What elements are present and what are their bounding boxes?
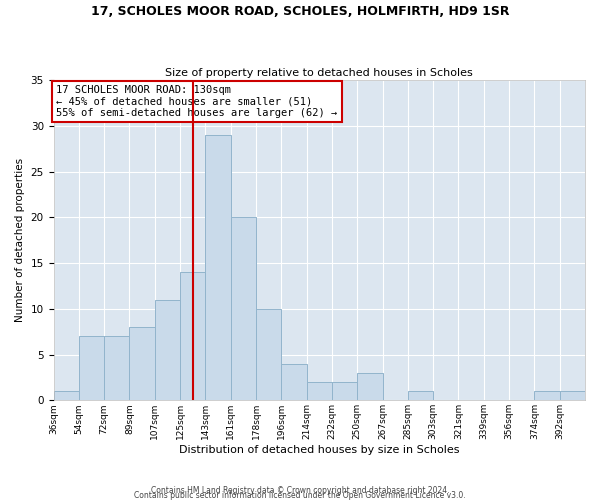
Bar: [79, 336, 104, 400]
Bar: [180, 272, 205, 400]
Bar: [307, 382, 332, 400]
Bar: [230, 218, 256, 400]
Text: 17, SCHOLES MOOR ROAD, SCHOLES, HOLMFIRTH, HD9 1SR: 17, SCHOLES MOOR ROAD, SCHOLES, HOLMFIRT…: [91, 5, 509, 18]
Bar: [130, 327, 155, 400]
Bar: [53, 391, 79, 400]
Text: Contains HM Land Registry data © Crown copyright and database right 2024.: Contains HM Land Registry data © Crown c…: [151, 486, 449, 495]
Bar: [332, 382, 357, 400]
Bar: [205, 135, 230, 400]
Text: Contains public sector information licensed under the Open Government Licence v3: Contains public sector information licen…: [134, 491, 466, 500]
Bar: [408, 391, 433, 400]
Bar: [155, 300, 180, 400]
Bar: [357, 373, 383, 400]
Bar: [535, 391, 560, 400]
Bar: [104, 336, 130, 400]
Title: Size of property relative to detached houses in Scholes: Size of property relative to detached ho…: [166, 68, 473, 78]
Bar: [560, 391, 585, 400]
Y-axis label: Number of detached properties: Number of detached properties: [15, 158, 25, 322]
X-axis label: Distribution of detached houses by size in Scholes: Distribution of detached houses by size …: [179, 445, 460, 455]
Text: 17 SCHOLES MOOR ROAD: 130sqm
← 45% of detached houses are smaller (51)
55% of se: 17 SCHOLES MOOR ROAD: 130sqm ← 45% of de…: [56, 85, 337, 118]
Bar: [256, 309, 281, 400]
Bar: [281, 364, 307, 401]
